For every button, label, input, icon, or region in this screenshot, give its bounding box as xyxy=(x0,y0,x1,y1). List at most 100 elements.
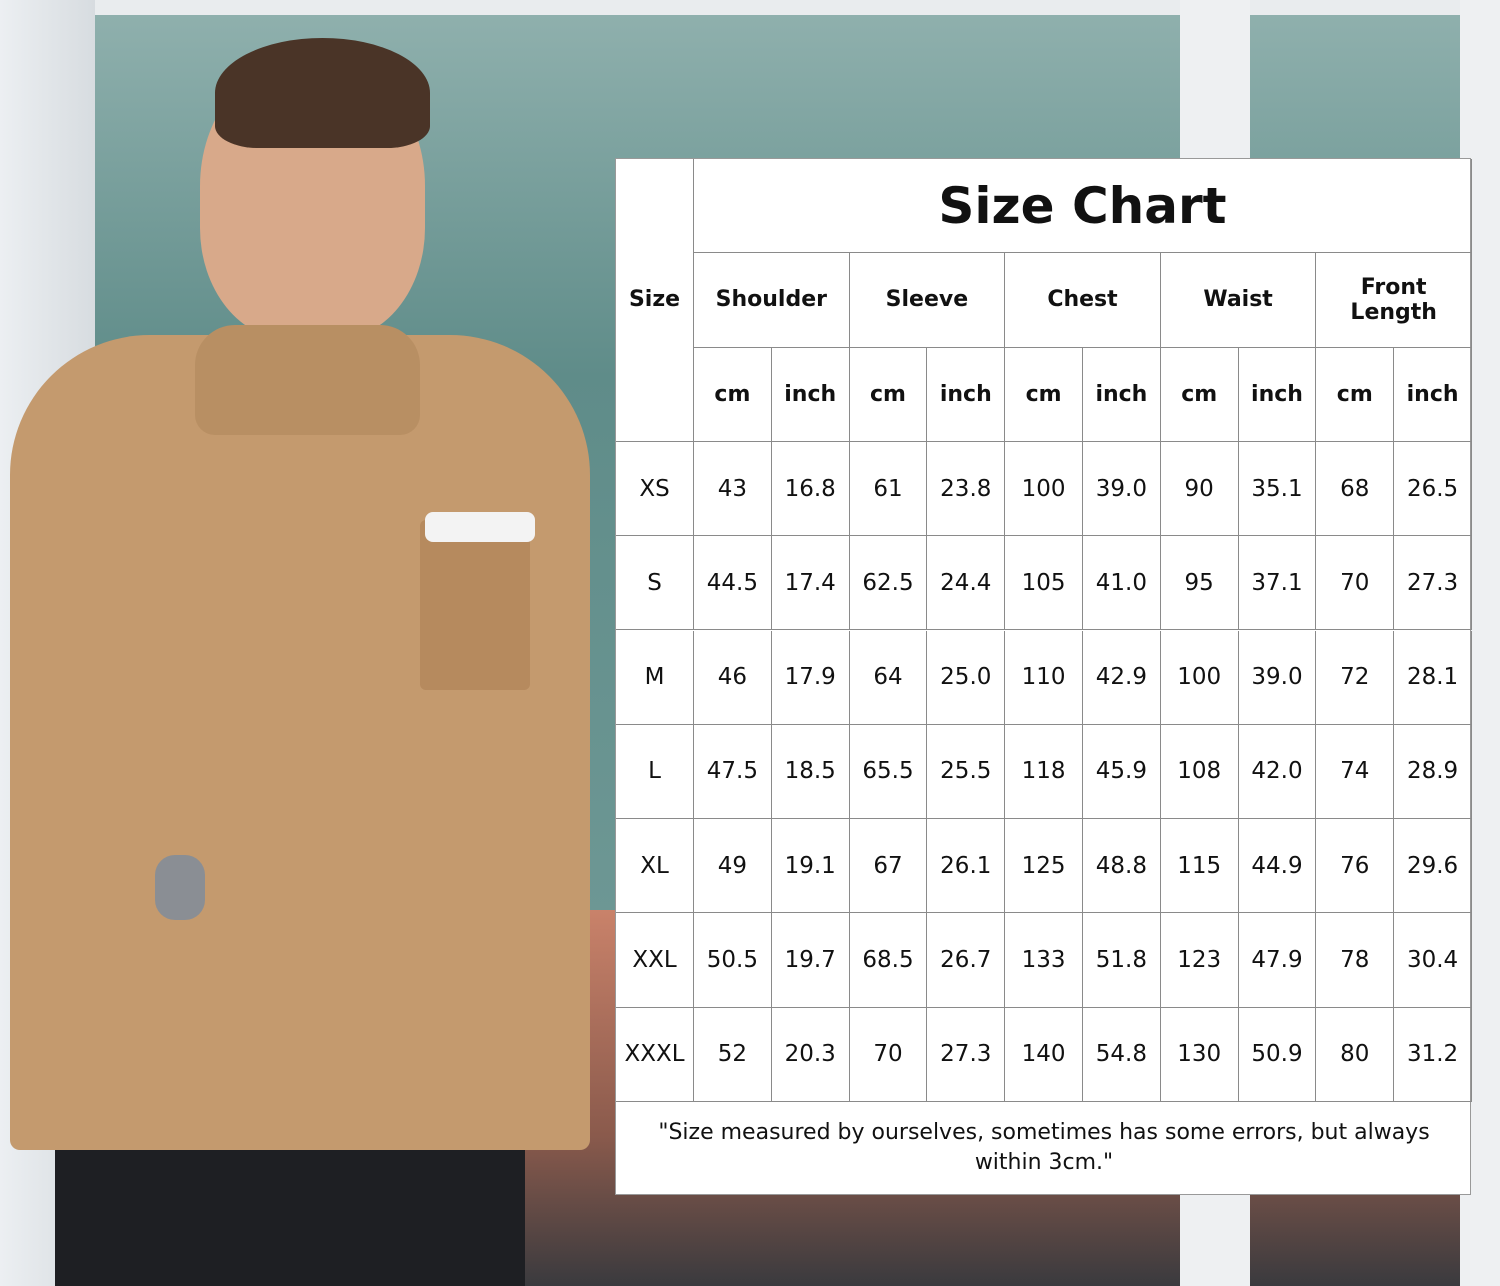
unit-header: inch xyxy=(927,347,1006,442)
table-cell: 65.5 xyxy=(849,724,928,820)
unit-header: inch xyxy=(771,347,850,442)
size-label: XL xyxy=(616,819,694,914)
table-cell: 115 xyxy=(1160,819,1239,914)
table-cell: 70 xyxy=(1316,536,1395,631)
unit-header: cm xyxy=(1005,347,1083,442)
table-cell: 54.8 xyxy=(1083,1007,1161,1102)
table-cell: 26.5 xyxy=(1394,441,1472,537)
table-cell: 62.5 xyxy=(849,536,928,631)
table-cell: 47.9 xyxy=(1238,913,1317,1008)
table-cell: 44.9 xyxy=(1238,819,1317,914)
column-group-header: Shoulder xyxy=(694,253,850,348)
model-hair xyxy=(215,38,430,148)
table-cell: 24.4 xyxy=(927,536,1006,631)
table-cell: 19.1 xyxy=(771,819,850,914)
table-cell: 17.4 xyxy=(771,536,850,631)
table-cell: 31.2 xyxy=(1394,1007,1472,1102)
table-cell: 72 xyxy=(1316,630,1395,725)
unit-header: cm xyxy=(849,347,928,442)
unit-header: cm xyxy=(1316,347,1395,442)
table-cell: 76 xyxy=(1316,819,1395,914)
table-cell: 51.8 xyxy=(1083,913,1161,1008)
table-cell: 100 xyxy=(1005,441,1083,537)
table-cell: 45.9 xyxy=(1083,724,1161,820)
table-cell: 74 xyxy=(1316,724,1395,820)
table-cell: 26.1 xyxy=(927,819,1006,914)
table-cell: 70 xyxy=(849,1007,928,1102)
table-cell: 64 xyxy=(849,630,928,725)
coffee-cup-lid xyxy=(425,512,535,542)
table-cell: 50.9 xyxy=(1238,1007,1317,1102)
table-cell: 108 xyxy=(1160,724,1239,820)
table-cell: 27.3 xyxy=(927,1007,1006,1102)
size-header: Size xyxy=(616,159,694,442)
table-cell: 35.1 xyxy=(1238,441,1317,537)
table-cell: 25.5 xyxy=(927,724,1006,820)
table-cell: 67 xyxy=(849,819,928,914)
table-cell: 43 xyxy=(694,441,772,537)
table-cell: 125 xyxy=(1005,819,1083,914)
table-cell: 37.1 xyxy=(1238,536,1317,631)
table-cell: 42.9 xyxy=(1083,630,1161,725)
table-cell: 118 xyxy=(1005,724,1083,820)
table-cell: 17.9 xyxy=(771,630,850,725)
table-cell: 19.7 xyxy=(771,913,850,1008)
column-group-header: Front Length xyxy=(1316,253,1472,348)
table-cell: 41.0 xyxy=(1083,536,1161,631)
size-label: XXL xyxy=(616,913,694,1008)
size-label: XXXL xyxy=(616,1007,694,1102)
unit-header: inch xyxy=(1238,347,1317,442)
table-cell: 28.9 xyxy=(1394,724,1472,820)
table-cell: 46 xyxy=(694,630,772,725)
table-cell: 133 xyxy=(1005,913,1083,1008)
table-cell: 61 xyxy=(849,441,928,537)
size-label: L xyxy=(616,724,694,820)
table-cell: 30.4 xyxy=(1394,913,1472,1008)
wristwatch xyxy=(155,855,205,920)
table-cell: 78 xyxy=(1316,913,1395,1008)
table-cell: 52 xyxy=(694,1007,772,1102)
table-cell: 105 xyxy=(1005,536,1083,631)
table-cell: 100 xyxy=(1160,630,1239,725)
table-cell: 23.8 xyxy=(927,441,1006,537)
unit-header: cm xyxy=(694,347,772,442)
unit-header: inch xyxy=(1394,347,1472,442)
column-group-header: Waist xyxy=(1160,253,1317,348)
table-cell: 95 xyxy=(1160,536,1239,631)
table-cell: 110 xyxy=(1005,630,1083,725)
size-label: XS xyxy=(616,441,694,537)
unit-header: cm xyxy=(1160,347,1239,442)
table-cell: 39.0 xyxy=(1083,441,1161,537)
column-group-header: Sleeve xyxy=(849,253,1006,348)
table-cell: 68.5 xyxy=(849,913,928,1008)
table-cell: 68 xyxy=(1316,441,1395,537)
size-label: S xyxy=(616,536,694,631)
chart-title: Size Chart xyxy=(694,159,1472,254)
turtleneck-shirt xyxy=(10,335,590,1150)
table-cell: 90 xyxy=(1160,441,1239,537)
table-cell: 42.0 xyxy=(1238,724,1317,820)
table-cell: 18.5 xyxy=(771,724,850,820)
coffee-cup xyxy=(420,520,530,690)
table-cell: 80 xyxy=(1316,1007,1395,1102)
table-cell: 20.3 xyxy=(771,1007,850,1102)
table-cell: 27.3 xyxy=(1394,536,1472,631)
table-cell: 29.6 xyxy=(1394,819,1472,914)
table-cell: 50.5 xyxy=(694,913,772,1008)
measurement-note: "Size measured by ourselves, sometimes h… xyxy=(658,1120,1430,1175)
table-cell: 130 xyxy=(1160,1007,1239,1102)
table-cell: 47.5 xyxy=(694,724,772,820)
turtleneck-collar xyxy=(195,325,420,435)
table-cell: 16.8 xyxy=(771,441,850,537)
table-cell: 44.5 xyxy=(694,536,772,631)
table-cell: 140 xyxy=(1005,1007,1083,1102)
column-group-header: Chest xyxy=(1005,253,1161,348)
size-label: M xyxy=(616,630,694,725)
table-cell: 26.7 xyxy=(927,913,1006,1008)
size-chart-table: Size Size Chart Shoulder cm inch Sleeve cm inch… xyxy=(615,158,1472,1195)
model-pants xyxy=(55,1140,525,1286)
table-cell: 28.1 xyxy=(1394,630,1472,725)
unit-header: inch xyxy=(1083,347,1161,442)
table-cell: 123 xyxy=(1160,913,1239,1008)
table-cell: 25.0 xyxy=(927,630,1006,725)
